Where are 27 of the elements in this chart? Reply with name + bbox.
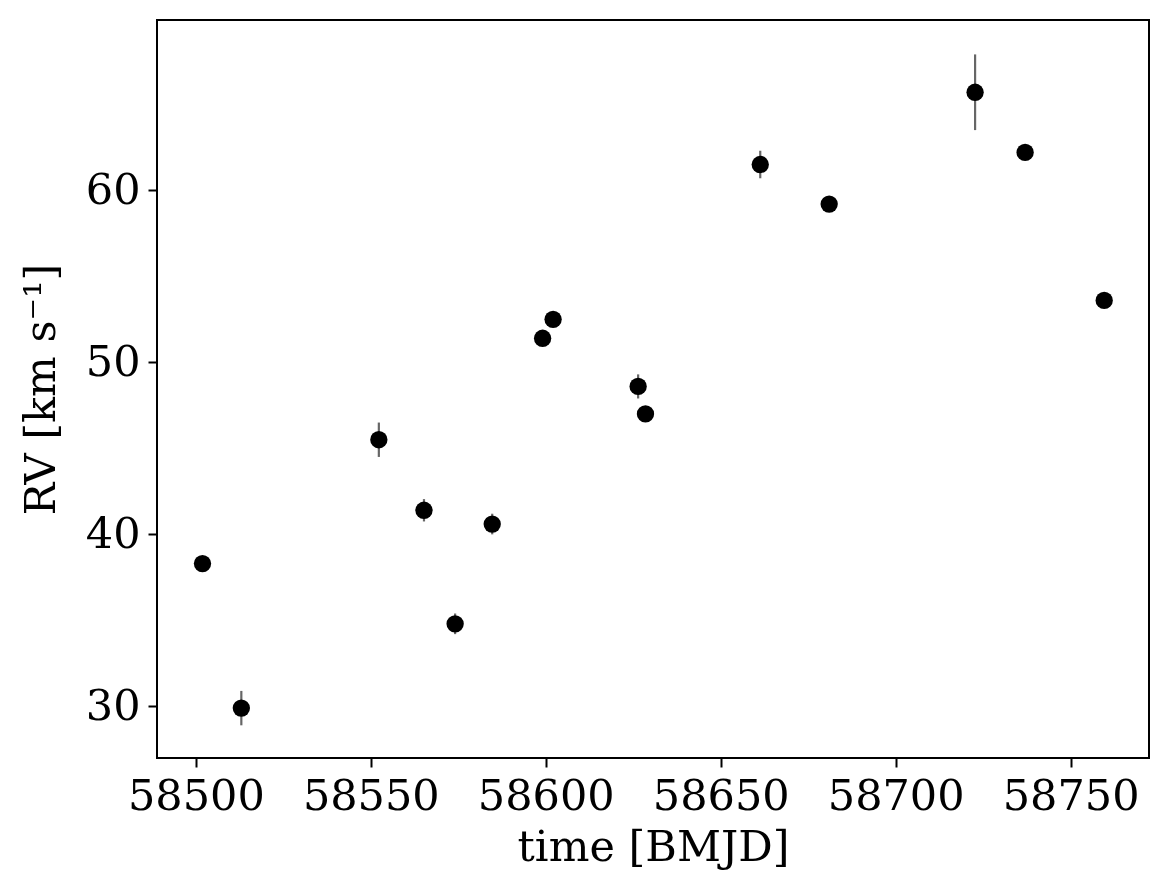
- point: [483, 515, 501, 533]
- y-axis-title: RV [km s⁻¹]: [14, 263, 65, 516]
- point: [193, 554, 212, 573]
- point: [232, 699, 250, 717]
- point: [966, 83, 984, 101]
- point: [751, 155, 769, 174]
- point: [415, 501, 433, 519]
- y-tick-label: 60: [85, 163, 141, 214]
- point: [370, 431, 388, 449]
- point: [533, 329, 552, 347]
- point: [1095, 291, 1113, 310]
- x-tick-label: 58650: [652, 769, 790, 820]
- point: [629, 377, 647, 396]
- x-tick-label: 58600: [477, 769, 615, 820]
- y-tick-label: 40: [85, 507, 141, 558]
- point: [820, 195, 838, 213]
- y-tick-label: 30: [85, 679, 141, 730]
- x-axis-title: time [BMJD]: [517, 820, 790, 871]
- x-tick-label: 58550: [302, 769, 440, 820]
- point: [1016, 143, 1034, 162]
- point: [544, 310, 562, 328]
- x-tick-label: 58700: [827, 769, 965, 820]
- y-tick-label: 50: [85, 335, 141, 386]
- x-tick-label: 58750: [1002, 769, 1140, 820]
- point: [636, 405, 655, 423]
- x-tick-label: 58500: [127, 769, 265, 820]
- point: [446, 615, 464, 633]
